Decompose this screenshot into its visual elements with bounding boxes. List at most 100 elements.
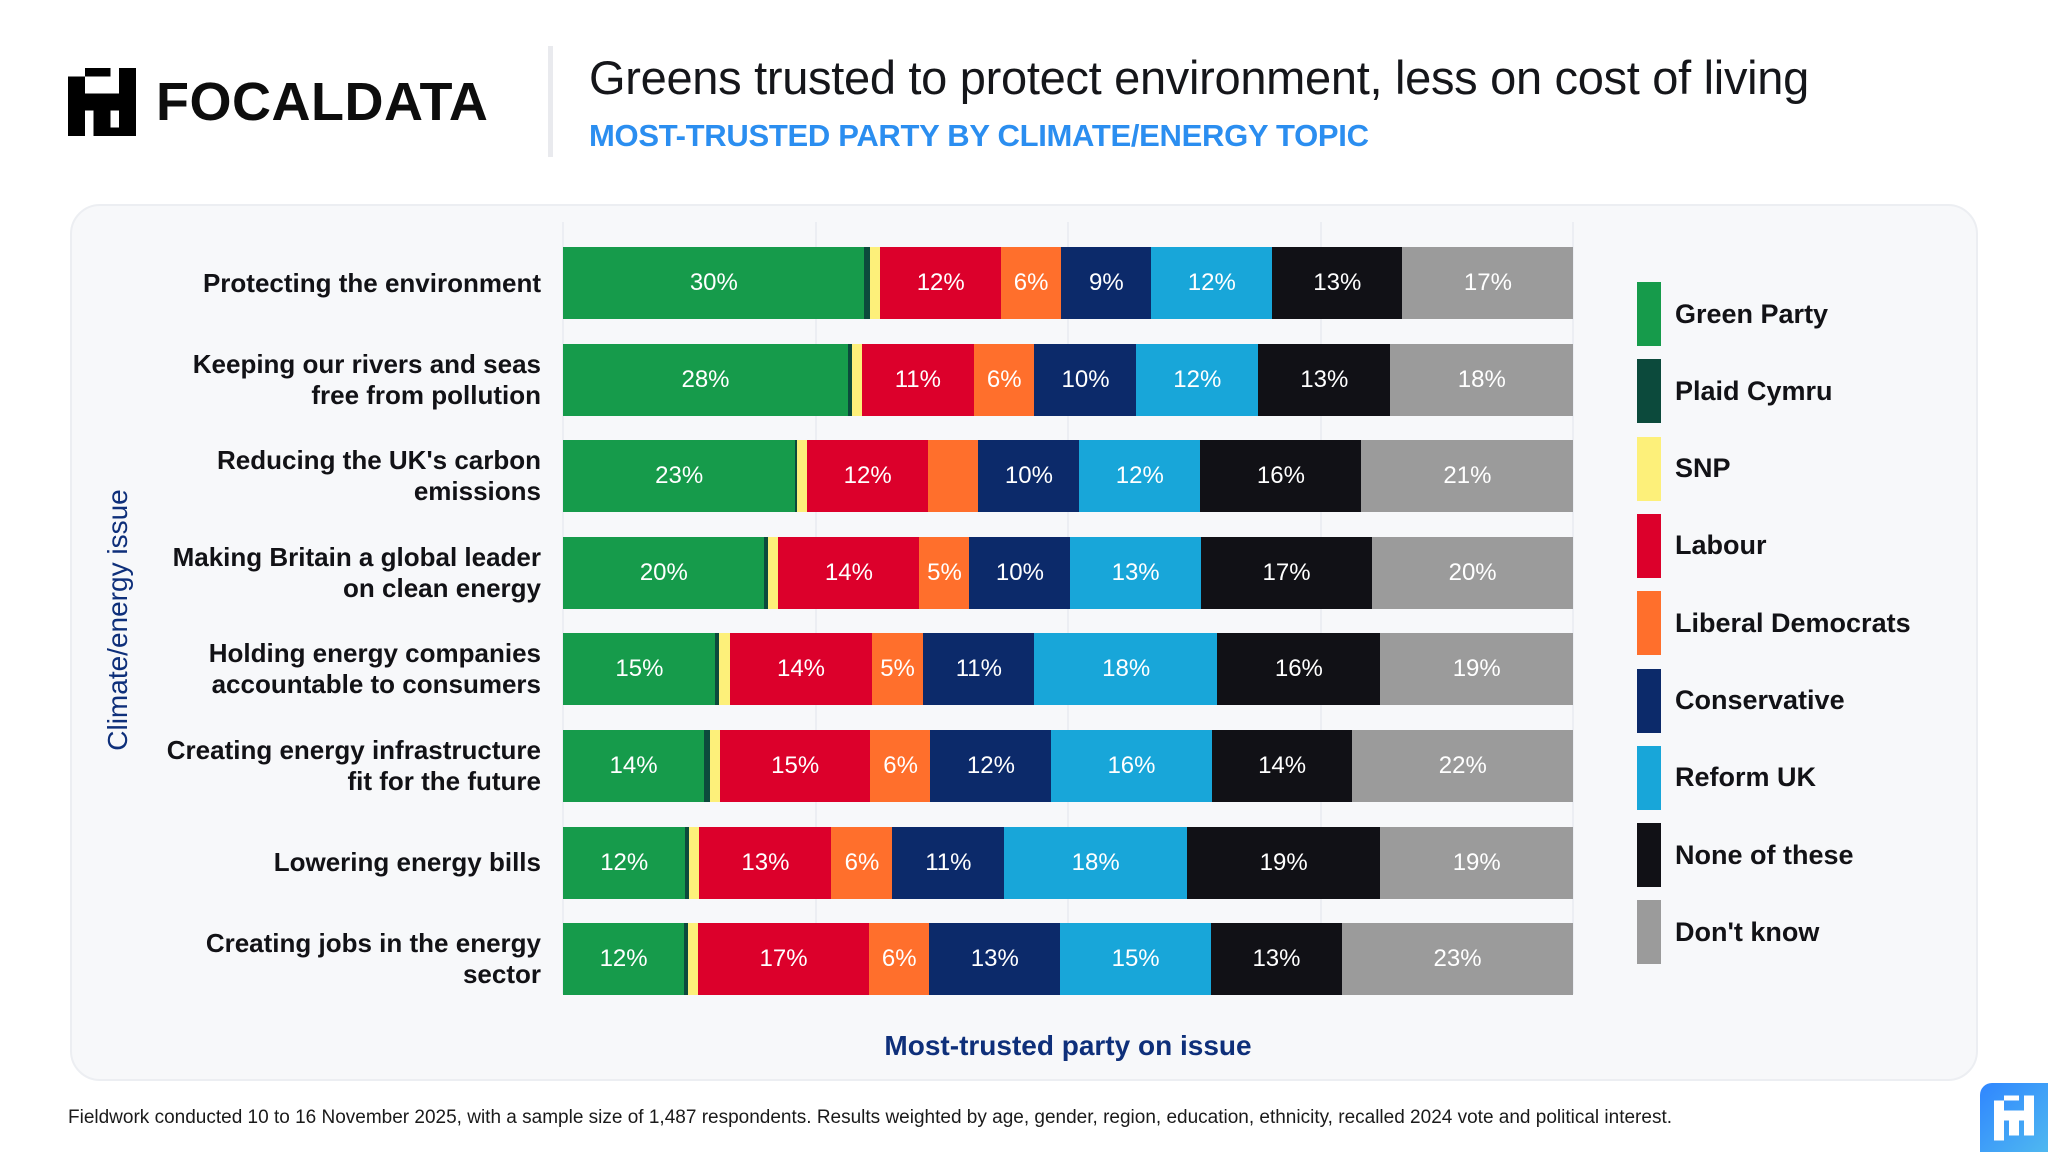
bar-segment-don-t-know: 19% [1379, 826, 1574, 899]
bar-segment-liberal-democrats: 5% [919, 536, 970, 609]
bar-segment-plaid-cymru [847, 343, 853, 416]
data-label: 19% [1452, 848, 1501, 876]
bar-segment-plaid-cymru [864, 247, 871, 319]
bar-segment-plaid-cymru [715, 633, 720, 706]
category-label-line: Reducing the UK's carbon [217, 445, 541, 476]
brand-name: FOCALDATA [156, 72, 489, 132]
bar-segment-green-party: 12% [563, 923, 685, 996]
legend-swatch [1637, 436, 1661, 501]
data-label: 16% [1107, 752, 1156, 779]
legend-swatch [1637, 513, 1661, 578]
y-axis-label: Climate/energy issue [102, 489, 133, 751]
methodology-footnote: Fieldwork conducted 10 to 16 November 20… [68, 1107, 1673, 1128]
bar-segment-reform-uk: 18% [1003, 826, 1188, 899]
category-label: Creating energy infrastructure fit for th… [121, 730, 541, 802]
bar-segment-plaid-cymru [683, 923, 689, 996]
bar-segment-labour: 14% [729, 633, 873, 706]
bar-segment-reform-uk: 12% [1136, 343, 1259, 416]
category-label-line: Creating jobs in the energy [205, 928, 541, 959]
data-label: 12% [1115, 462, 1164, 490]
legend-label: Liberal Democrats [1675, 607, 1911, 638]
legend-item: Reform UK [1637, 745, 1817, 810]
bar-segment-snp [687, 923, 699, 996]
data-label: 18% [1071, 848, 1120, 876]
bar-segment-none-of-these: 16% [1200, 440, 1362, 513]
bar-segment-reform-uk: 13% [1070, 536, 1202, 609]
data-label: 19% [1452, 655, 1501, 683]
bar-segment-labour: 11% [861, 343, 974, 416]
bar-segment-liberal-democrats: 6% [870, 730, 931, 802]
focaldata-logo: FOCALDATA [68, 66, 488, 138]
bar-segment-labour: 12% [880, 247, 1002, 319]
bar-segment-green-party: 14% [563, 730, 705, 802]
legend-item: Plaid Cymru [1637, 359, 1833, 424]
legend-swatch [1637, 282, 1661, 346]
category-label: Reducing the UK's carbon emissions [121, 440, 541, 512]
chart-subtitle: MOST-TRUSTED PARTY BY CLIMATE/ENERGY TOP… [589, 118, 1369, 153]
bar-segment-don-t-know: 17% [1402, 247, 1574, 319]
legend-label: Plaid Cymru [1675, 375, 1833, 406]
bar-segment-none-of-these: 13% [1271, 247, 1403, 319]
bar-segment-liberal-democrats: 5% [871, 633, 924, 706]
legend-label: Conservative [1675, 685, 1845, 715]
data-label: 12% [916, 269, 965, 296]
legend-swatch [1637, 745, 1661, 810]
data-label: 16% [1256, 462, 1305, 490]
data-label: 15% [771, 752, 820, 779]
bar-segment-snp [851, 343, 863, 416]
data-label: 15% [615, 655, 664, 683]
category-label-line: Making Britain a global leader [172, 541, 541, 572]
bar-segment-labour: 15% [719, 730, 871, 802]
data-label: 19% [1259, 848, 1308, 876]
data-label: 13% [1313, 269, 1362, 296]
data-label: 10% [995, 558, 1044, 586]
bar-segment-green-party: 23% [563, 440, 796, 513]
data-label: 13% [741, 848, 790, 876]
category-label: Protecting the environment [121, 247, 541, 319]
legend-label: None of these [1675, 839, 1854, 870]
bar-segment-snp [870, 247, 881, 319]
bar-segment-don-t-know: 21% [1361, 440, 1574, 513]
bar-segment-don-t-know: 19% [1379, 633, 1574, 706]
data-label: 12% [843, 462, 892, 490]
category-label: Creating jobs in the energy sector [121, 923, 541, 995]
bar-segment-green-party: 30% [563, 247, 865, 319]
data-label: 23% [1433, 945, 1482, 973]
data-label: 18% [1457, 365, 1506, 393]
data-label: 14% [1258, 752, 1307, 779]
data-label: 12% [600, 848, 649, 876]
data-label: 6% [986, 365, 1022, 393]
data-label: 11% [955, 655, 1002, 683]
legend-swatch [1637, 900, 1661, 965]
bar-segment-plaid-cymru [764, 536, 769, 609]
legend-label: Reform UK [1675, 762, 1817, 793]
category-label-line: Protecting the environment [202, 267, 541, 298]
data-label: 11% [925, 848, 972, 876]
category-label: Making Britain a global leader on clean e… [121, 537, 541, 609]
bar-segment-liberal-democrats: 6% [1000, 247, 1062, 319]
data-label: 23% [655, 462, 704, 490]
focaldata-pixel-icon [68, 68, 136, 136]
bar-segment-snp [719, 633, 731, 706]
bar-segment-conservative: 9% [1060, 247, 1152, 319]
data-label: 14% [824, 558, 873, 586]
category-label-line: fit for the future [347, 766, 541, 796]
legend-swatch [1637, 668, 1661, 733]
bar-segment-conservative: 10% [978, 440, 1080, 513]
legend-swatch [1637, 359, 1661, 424]
chart-title: Greens trusted to protect environment, l… [589, 51, 1809, 104]
bar-segment-don-t-know: 22% [1352, 730, 1574, 802]
legend-item: Conservative [1637, 668, 1845, 733]
bar-segment-reform-uk: 12% [1079, 440, 1201, 513]
category-label-line: Keeping our rivers and seas [192, 348, 541, 379]
bar-segment-none-of-these: 13% [1210, 923, 1343, 996]
bar-segment-none-of-these: 19% [1186, 826, 1381, 899]
data-label: 22% [1438, 752, 1487, 779]
bar-segment-snp [688, 826, 700, 899]
bar-segment-reform-uk: 15% [1059, 923, 1212, 996]
data-label: 5% [880, 655, 915, 683]
data-label: 12% [599, 945, 648, 973]
data-label: 14% [776, 655, 826, 683]
data-label: 13% [1252, 945, 1301, 973]
category-label-line: Lowering energy bills [273, 847, 541, 878]
